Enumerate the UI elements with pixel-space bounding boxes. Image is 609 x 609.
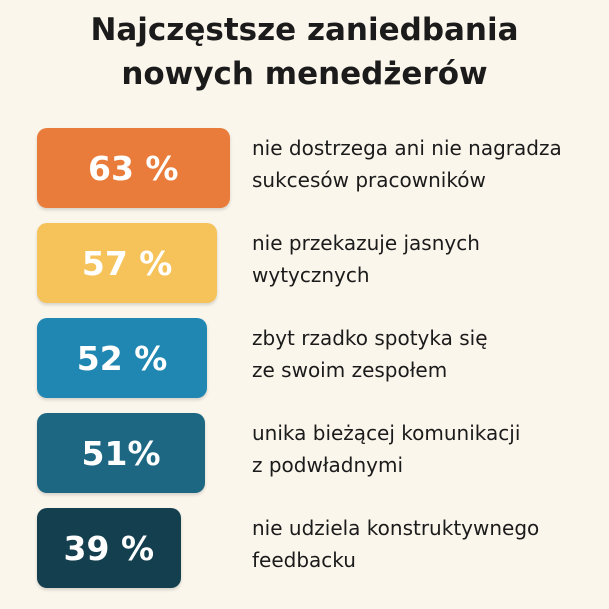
- bar: 39 %: [37, 508, 181, 588]
- category-label: nie przekazuje jasnych wytycznych: [252, 231, 480, 287]
- value-label: 39 %: [63, 528, 155, 568]
- value-label: 63 %: [88, 148, 179, 188]
- value-label: 51%: [81, 433, 161, 473]
- category-label: zbyt rzadko spotyka się ze swoim zespołe…: [252, 326, 488, 382]
- category-label: nie dostrzega ani nie nagradza sukcesów …: [252, 136, 562, 192]
- value-label: 57 %: [81, 243, 173, 283]
- row: 57 % nie przekazuje jasnych wytycznych: [0, 223, 609, 303]
- bar: 52 %: [37, 318, 208, 398]
- value-label: 52 %: [76, 338, 168, 378]
- row: 52 % zbyt rzadko spotyka się ze swoim zes…: [0, 318, 609, 398]
- category-label: nie udziela konstruktywnego feedbacku: [252, 516, 540, 572]
- row: 51% unika bieżącej komunikacji z podwładn…: [0, 413, 609, 493]
- chart-title: Najczęstsze zaniedbania nowych menedżeró…: [90, 12, 519, 92]
- bar: 63 %: [37, 128, 230, 208]
- row: 63 % nie dostrzega ani nie nagradza sukce…: [0, 128, 609, 208]
- category-label: unika bieżącej komunikacji z podwładnymi: [252, 421, 521, 477]
- bar: 57 %: [37, 223, 218, 303]
- row: 39 % nie udziela konstruktywnego feedback…: [0, 508, 609, 588]
- bar: 51%: [37, 413, 206, 493]
